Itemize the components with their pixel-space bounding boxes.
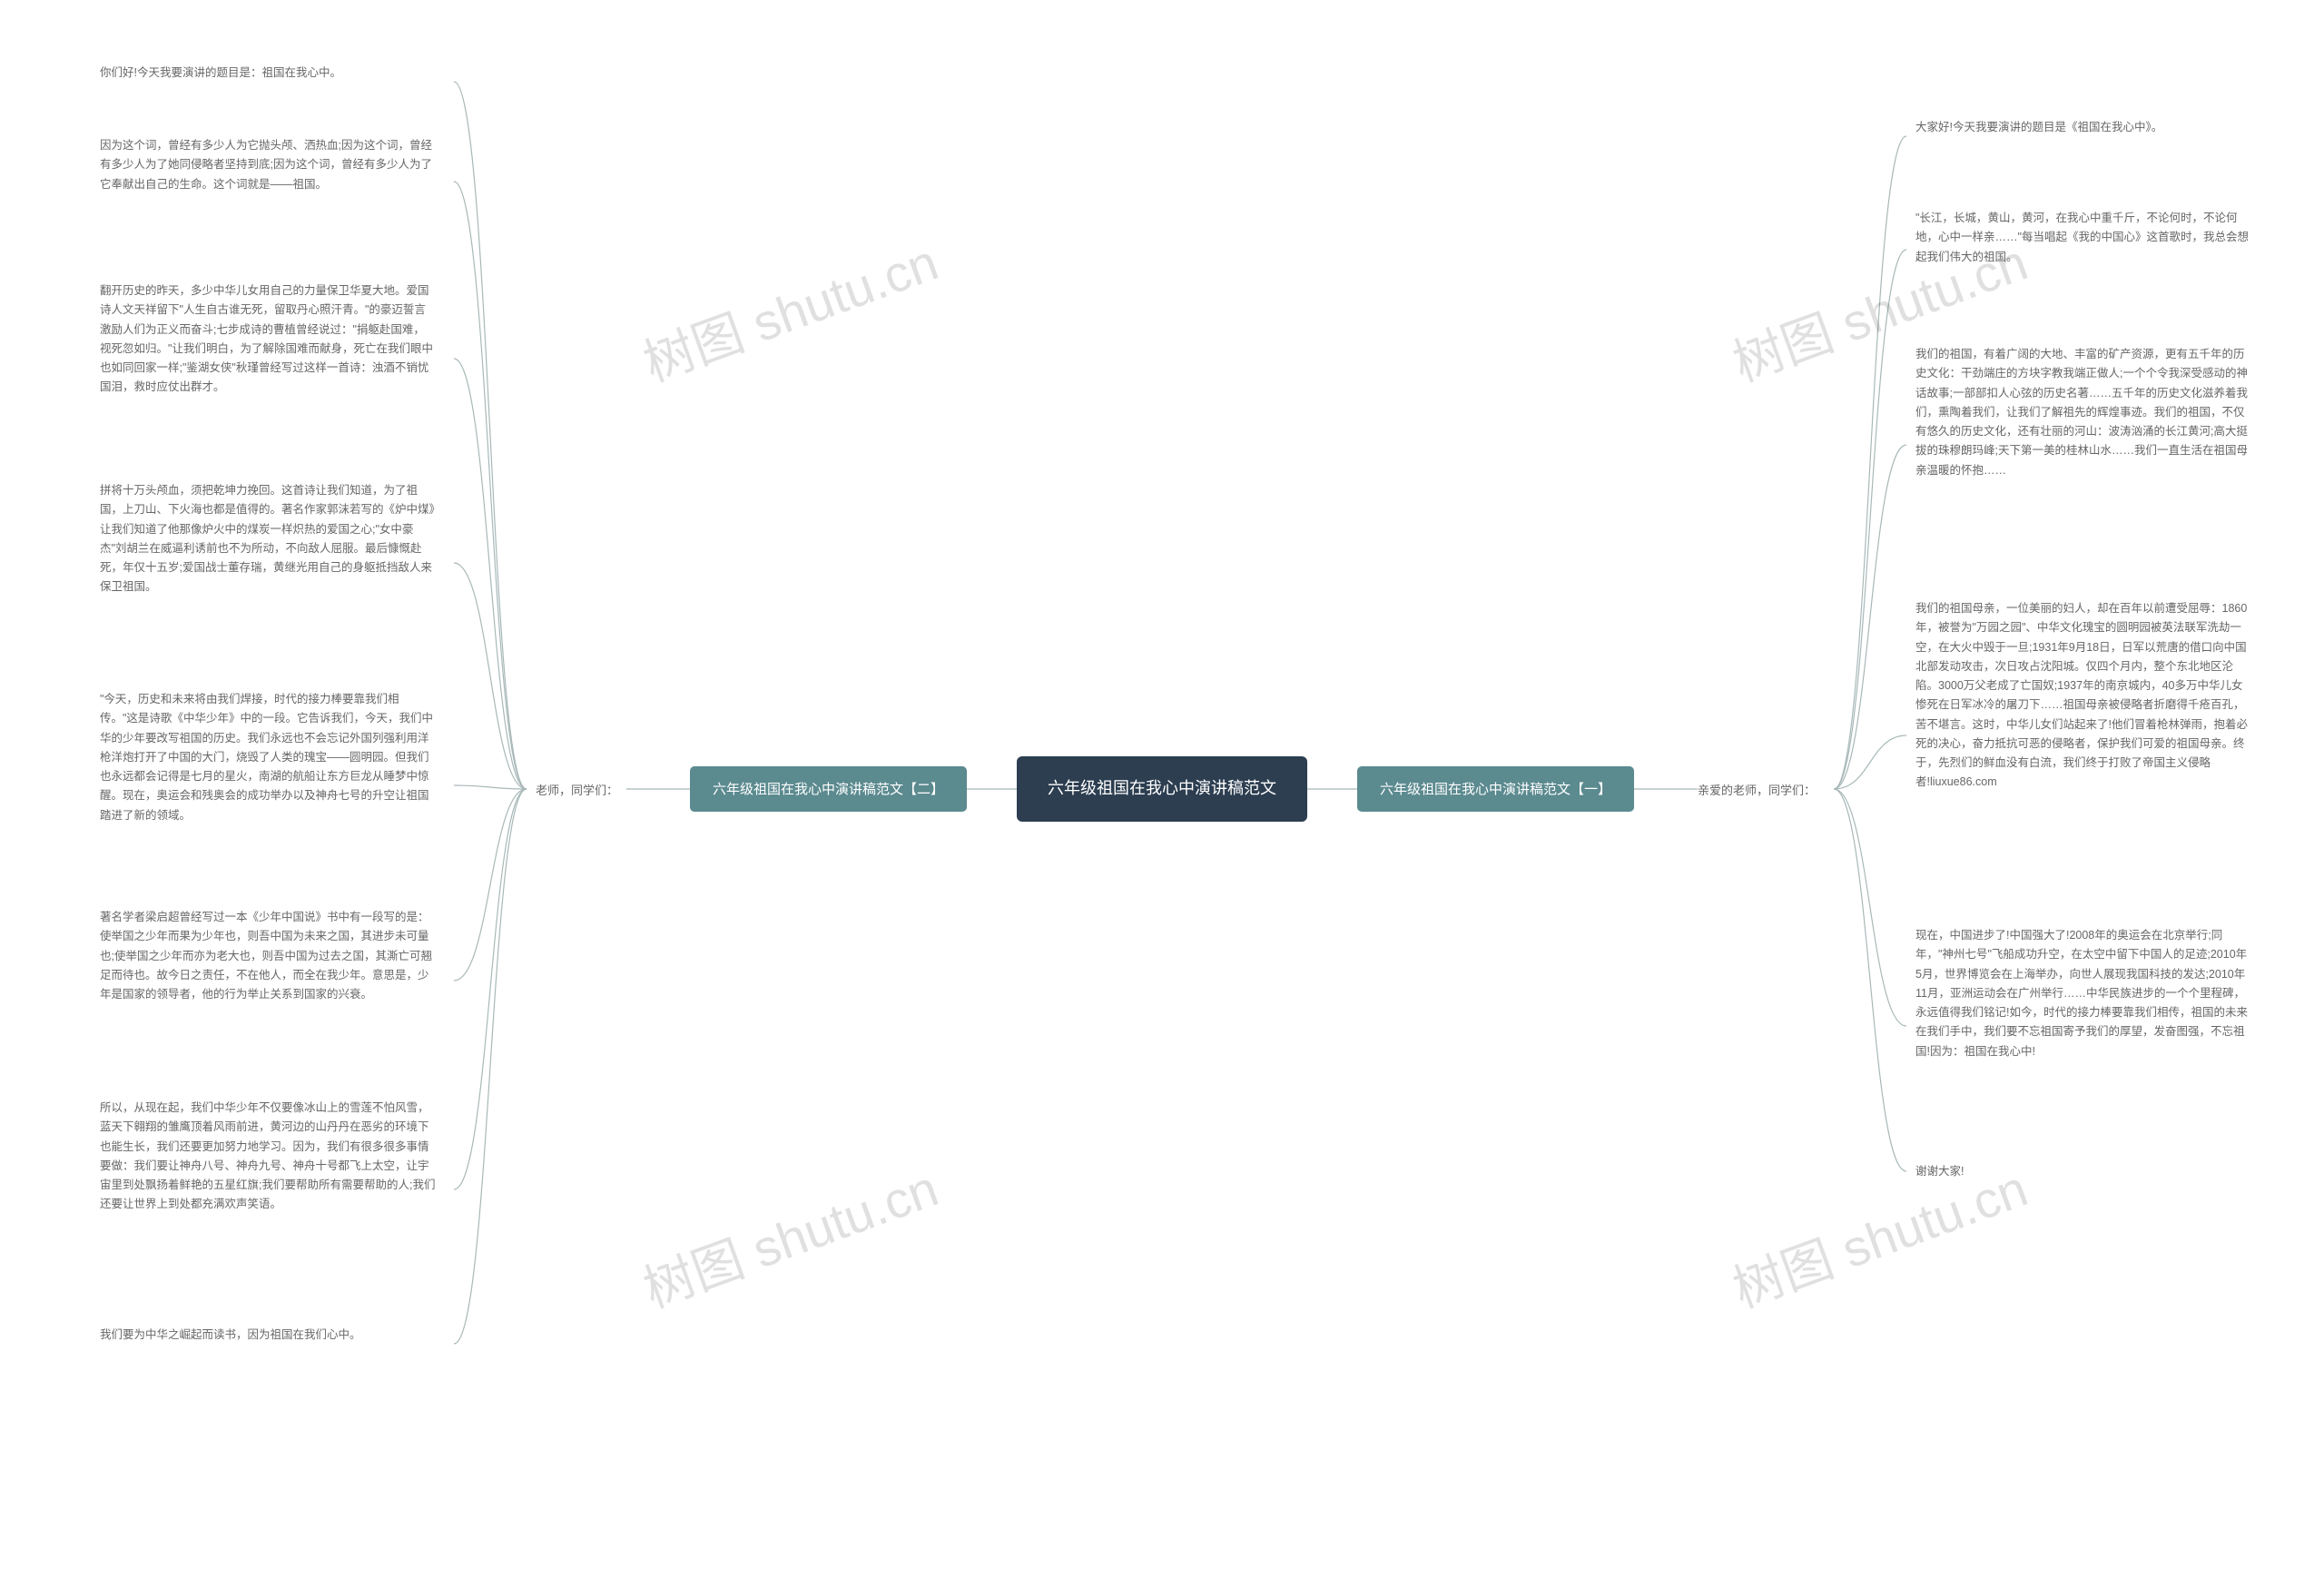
mindmap-leaf[interactable]: 现在，中国进步了!中国强大了!2008年的奥运会在北京举行;同年，"神州七号"飞…	[1915, 926, 2251, 1061]
mindmap-leaf[interactable]: 我们的祖国，有着广阔的大地、丰富的矿产资源，更有五千年的历史文化：干劲端庄的方块…	[1915, 345, 2251, 480]
watermark: 树图 shutu.cn	[632, 1148, 947, 1322]
mindmap-leaf[interactable]: 著名学者梁启超曾经写过一本《少年中国说》书中有一段写的是：使举国之少年而果为少年…	[100, 908, 436, 1004]
mindmap-leaf[interactable]: 拼将十万头颅血，须把乾坤力挽回。这首诗让我们知道，为了祖国，上刀山、下火海也都是…	[100, 481, 436, 597]
mindmap-branch-right[interactable]: 六年级祖国在我心中演讲稿范文【一】	[1357, 766, 1634, 812]
mindmap-leaf[interactable]: "今天，历史和未来将由我们焊接，时代的接力棒要靠我们相传。"这是诗歌《中华少年》…	[100, 690, 436, 825]
mindmap-leaf[interactable]: 谢谢大家!	[1915, 1162, 2251, 1181]
watermark: 树图 shutu.cn	[632, 222, 947, 396]
mindmap-leaf[interactable]: 我们的祖国母亲，一位美丽的妇人，却在百年以前遭受屈辱：1860年，被誉为"万园之…	[1915, 599, 2251, 793]
mindmap-label-left[interactable]: 老师，同学们：	[536, 781, 618, 798]
mindmap-leaf[interactable]: 我们要为中华之崛起而读书，因为祖国在我们心中。	[100, 1326, 436, 1345]
mindmap-leaf[interactable]: 所以，从现在起，我们中华少年不仅要像冰山上的雪莲不怕风雪，蓝天下翱翔的雏鹰顶着风…	[100, 1099, 436, 1215]
mindmap-leaf[interactable]: 大家好!今天我要演讲的题目是《祖国在我心中》。	[1915, 118, 2251, 137]
mindmap-center-node[interactable]: 六年级祖国在我心中演讲稿范文	[1017, 756, 1307, 822]
mindmap-leaf[interactable]: 翻开历史的昨天，多少中华儿女用自己的力量保卫华夏大地。爱国诗人文天祥留下"人生自…	[100, 281, 436, 398]
mindmap-leaf[interactable]: "长江，长城，黄山，黄河，在我心中重千斤，不论何时，不论何地，心中一样亲……"每…	[1915, 209, 2251, 267]
mindmap-label-right[interactable]: 亲爱的老师，同学们：	[1698, 781, 1816, 798]
mindmap-leaf[interactable]: 因为这个词，曾经有多少人为它抛头颅、洒热血;因为这个词，曾经有多少人为了她同侵略…	[100, 136, 436, 194]
mindmap-branch-left[interactable]: 六年级祖国在我心中演讲稿范文【二】	[690, 766, 967, 812]
mindmap-leaf[interactable]: 你们好!今天我要演讲的题目是：祖国在我心中。	[100, 64, 436, 83]
